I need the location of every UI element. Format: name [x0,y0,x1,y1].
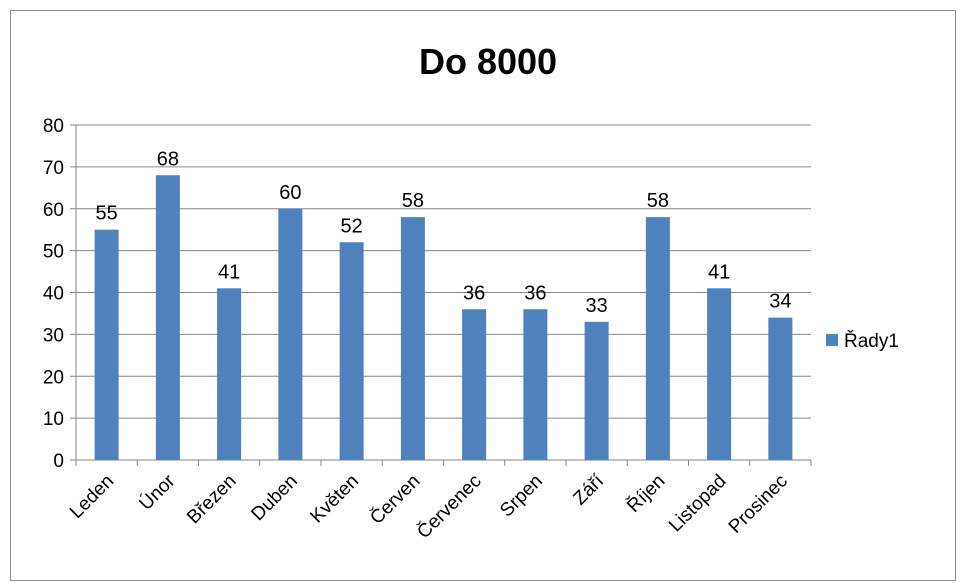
data-label: 68 [157,148,179,170]
x-tick-label: Červen [366,470,425,529]
data-label: 55 [96,203,118,225]
y-tick-label: 40 [43,284,64,305]
y-axis: 0 10 20 30 40 50 60 70 80 [43,116,77,472]
x-tick-label: Srpen [496,471,547,522]
x-axis: Leden Únor Březen Duben Květen ČervenČervenec… [66,459,812,543]
bar-11 [707,288,732,460]
x-tick-label: Září [569,470,608,509]
chart-title: Do 8000 [419,41,557,82]
x-tick-label: Březen [183,471,240,528]
x-tick-label: Červenec [413,470,486,543]
bars [94,175,793,460]
x-tick-label: Květen [306,471,363,528]
data-label: 34 [769,291,791,313]
x-tick-label: Duben [247,471,301,525]
legend: Řady1 [826,330,899,352]
legend-swatch [826,334,838,346]
bar-4 [278,208,303,460]
x-tick-label: Prosinec [725,471,792,538]
bar-12 [768,317,793,460]
bar-6 [400,217,425,460]
data-labels: 55 68 41 60 52 58 36 36 33 58 41 34 [96,148,792,317]
y-tick-label: 20 [43,367,64,388]
data-label: 58 [402,190,424,212]
data-label: 33 [586,295,608,317]
data-label: 36 [463,282,485,304]
bar-10 [645,217,670,460]
data-label: 60 [279,182,301,204]
data-label: 58 [647,190,669,212]
bar-8 [523,309,548,460]
legend-label: Řady1 [844,330,899,352]
x-tick-label: Únor [135,470,180,515]
data-label: 36 [524,282,546,304]
y-tick-label: 10 [43,409,64,430]
bar-3 [217,288,242,460]
x-tick-label: Listopad [665,471,731,537]
y-tick-label: 80 [43,116,64,137]
y-tick-label: 60 [43,200,64,221]
y-tick-label: 30 [43,325,64,346]
gridlines [76,124,811,419]
y-tick-label: 70 [43,158,64,179]
bar-1 [94,229,119,460]
bar-5 [339,242,364,460]
y-tick-label: 0 [53,451,64,472]
data-label: 41 [218,261,240,283]
y-tick-label: 50 [43,242,64,263]
x-tick-label: Říjen [622,470,669,517]
data-label: 41 [708,261,730,283]
bar-2 [155,175,180,460]
bar-9 [584,321,609,460]
data-label: 52 [341,215,363,237]
x-tick-label: Leden [66,471,118,523]
bar-7 [462,309,487,460]
